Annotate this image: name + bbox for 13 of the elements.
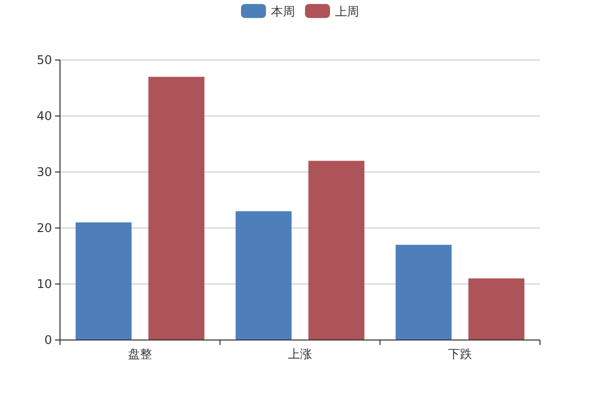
x-tick-label: 上涨 bbox=[288, 347, 312, 361]
y-tick-label: 30 bbox=[36, 165, 52, 179]
legend-item: 上周 bbox=[305, 4, 359, 18]
y-tick-label: 20 bbox=[36, 221, 52, 235]
x-tick-label: 下跌 bbox=[448, 347, 472, 361]
legend-label: 本周 bbox=[271, 4, 295, 18]
y-tick-label: 0 bbox=[44, 333, 52, 347]
y-tick-label: 10 bbox=[36, 277, 52, 291]
x-tick-label: 盘整 bbox=[128, 347, 152, 361]
legend-label: 上周 bbox=[335, 4, 359, 18]
y-tick-label: 50 bbox=[36, 53, 52, 67]
y-tick-label: 40 bbox=[36, 109, 52, 123]
legend-item: 本周 bbox=[241, 4, 295, 18]
